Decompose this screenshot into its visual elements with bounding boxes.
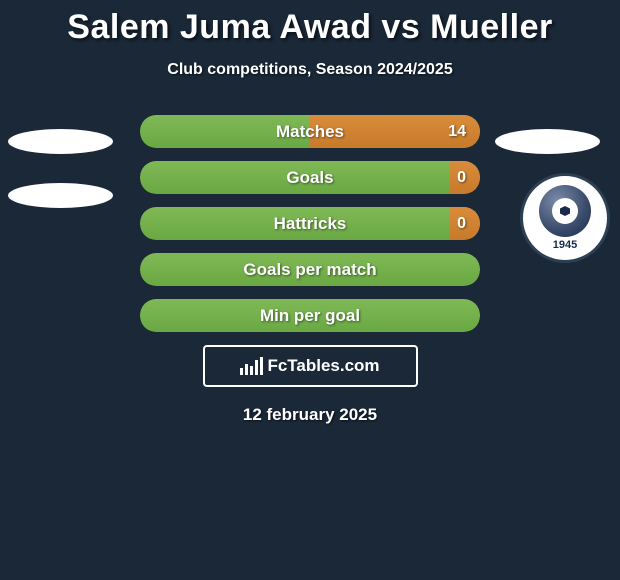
club-badge: 1945 <box>520 173 610 263</box>
fctables-label: FcTables.com <box>267 356 379 376</box>
stat-value-right: 0 <box>457 215 466 233</box>
player-left-avatar-1 <box>8 129 113 154</box>
page-subtitle: Club competitions, Season 2024/2025 <box>0 61 620 79</box>
stat-label: Goals <box>286 168 333 188</box>
hexagon-icon <box>560 206 570 216</box>
player-right-avatar <box>495 129 600 154</box>
stat-label: Matches <box>276 122 344 142</box>
bar-chart-icon <box>240 357 263 375</box>
stat-label: Min per goal <box>260 306 360 326</box>
stat-row-min-per-goal: Min per goal <box>140 299 480 332</box>
stat-row-goals-per-match: Goals per match <box>140 253 480 286</box>
player-left-avatar-2 <box>8 183 113 208</box>
club-year: 1945 <box>553 239 577 251</box>
stat-label: Hattricks <box>274 214 347 234</box>
stat-value-right: 0 <box>457 169 466 187</box>
date-text: 12 february 2025 <box>0 405 620 425</box>
stat-label: Goals per match <box>243 260 376 280</box>
stat-row-hattricks: Hattricks 0 <box>140 207 480 240</box>
club-badge-inner <box>539 185 591 237</box>
stat-row-matches: Matches 14 <box>140 115 480 148</box>
stats-area: 1945 Matches 14 Goals 0 Hattricks 0 Goal… <box>0 115 620 425</box>
page-title: Salem Juma Awad vs Mueller <box>0 0 620 47</box>
stat-row-goals: Goals 0 <box>140 161 480 194</box>
fctables-attribution: FcTables.com <box>203 345 418 387</box>
soccer-ball-icon <box>552 198 578 224</box>
stat-value-right: 14 <box>448 123 466 141</box>
